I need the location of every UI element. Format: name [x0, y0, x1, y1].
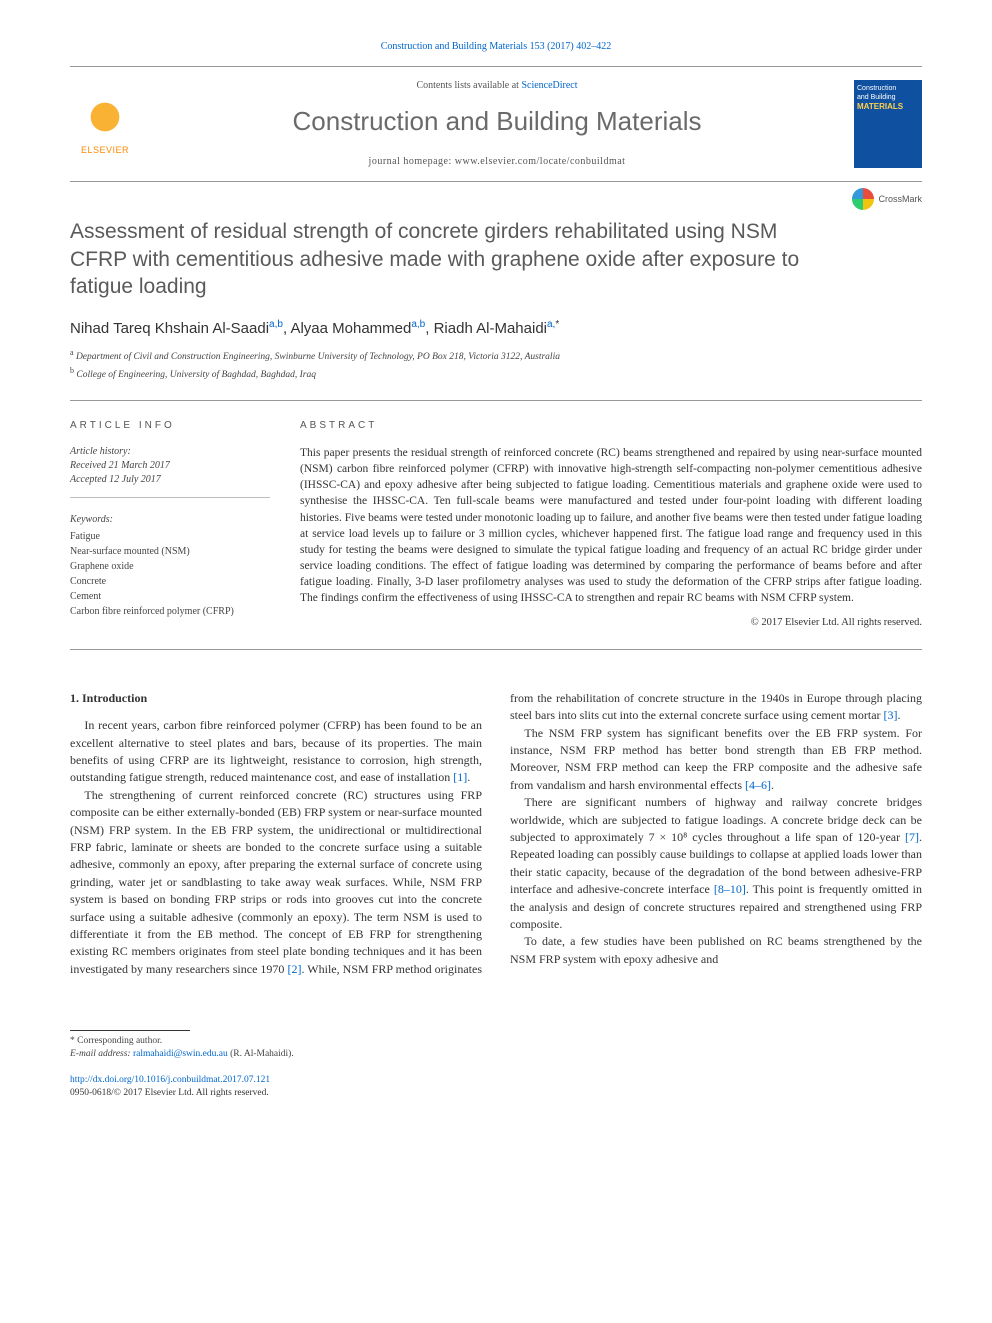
p2a-text: The strengthening of current reinforced …: [70, 788, 482, 976]
authors-line: Nihad Tareq Khshain Al-Saadia,b, Alyaa M…: [70, 318, 922, 339]
section-1-heading: 1. Introduction: [70, 690, 482, 707]
keyword-item: Cement: [70, 589, 270, 604]
keyword-item: Carbon fibre reinforced polymer (CFRP): [70, 604, 270, 619]
p1-end: .: [467, 770, 470, 784]
email-person: (R. Al-Mahaidi).: [228, 1049, 294, 1059]
elsevier-label: ELSEVIER: [81, 144, 129, 157]
body-para-3: The NSM FRP system has significant benef…: [510, 725, 922, 795]
keyword-item: Graphene oxide: [70, 559, 270, 574]
keywords-block: Keywords: Fatigue Near-surface mounted (…: [70, 512, 270, 619]
crossmark-widget[interactable]: CrossMark: [852, 188, 922, 210]
article-title: Assessment of residual strength of concr…: [70, 218, 830, 300]
author-1-aff: a,b: [269, 319, 283, 330]
citation-4-6[interactable]: [4–6]: [745, 778, 771, 792]
elsevier-logo[interactable]: ELSEVIER: [70, 84, 140, 164]
history-label: Article history:: [70, 445, 270, 459]
history-accepted: Accepted 12 July 2017: [70, 473, 270, 487]
aff-b-sup: b: [70, 366, 74, 375]
abstract-column: ABSTRACT This paper presents the residua…: [300, 401, 922, 631]
journal-header: ELSEVIER Contents lists available at Sci…: [70, 66, 922, 182]
journal-title: Construction and Building Materials: [158, 103, 836, 139]
cover-line2: and Building: [857, 94, 919, 102]
issn-copyright: 0950-0618/© 2017 Elsevier Ltd. All right…: [70, 1087, 922, 1100]
aff-b-text: College of Engineering, University of Ba…: [76, 370, 316, 380]
citation-2[interactable]: [2]: [287, 962, 301, 976]
abstract-text: This paper presents the residual strengt…: [300, 445, 922, 606]
journal-cover-thumbnail[interactable]: Construction and Building MATERIALS: [854, 80, 922, 168]
affiliation-b: b College of Engineering, University of …: [70, 365, 922, 382]
footer-divider: [70, 1030, 190, 1031]
keywords-label: Keywords:: [70, 512, 270, 527]
journal-homepage: journal homepage: www.elsevier.com/locat…: [158, 155, 836, 169]
aff-a-sup: a: [70, 348, 74, 357]
crossmark-icon: [852, 188, 874, 210]
corresponding-star: *: [555, 319, 559, 330]
body-text: 1. Introduction In recent years, carbon …: [70, 690, 922, 978]
affiliation-a: a Department of Civil and Construction E…: [70, 347, 922, 364]
email-label: E-mail address:: [70, 1049, 133, 1059]
info-abstract-row: ARTICLE INFO Article history: Received 2…: [70, 401, 922, 650]
affiliations: a Department of Civil and Construction E…: [70, 347, 922, 382]
citation-8-10[interactable]: [8–10]: [714, 882, 746, 896]
keyword-item: Near-surface mounted (NSM): [70, 544, 270, 559]
author-3[interactable]: Riadh Al-Mahaidi: [434, 320, 547, 337]
article-info-heading: ARTICLE INFO: [70, 419, 270, 433]
p4a-text: There are significant numbers of highway…: [510, 795, 922, 844]
corresponding-author-label: * Corresponding author.: [70, 1035, 922, 1048]
doi-block: http://dx.doi.org/10.1016/j.conbuildmat.…: [70, 1074, 922, 1101]
corresponding-email[interactable]: ralmahaidi@swin.edu.au: [133, 1049, 228, 1059]
keyword-item: Fatigue: [70, 529, 270, 544]
header-center: Contents lists available at ScienceDirec…: [158, 79, 836, 169]
p3a-text: The NSM FRP system has significant benef…: [510, 726, 922, 792]
keyword-item: Concrete: [70, 574, 270, 589]
doi-link[interactable]: http://dx.doi.org/10.1016/j.conbuildmat.…: [70, 1075, 270, 1085]
citation-7[interactable]: [7]: [905, 830, 919, 844]
author-1[interactable]: Nihad Tareq Khshain Al-Saadi: [70, 320, 269, 337]
crossmark-label: CrossMark: [878, 193, 922, 206]
cover-line1: Construction: [857, 85, 919, 93]
contents-available: Contents lists available at ScienceDirec…: [158, 79, 836, 93]
sciencedirect-link[interactable]: ScienceDirect: [521, 80, 577, 91]
author-2-aff: a,b: [411, 319, 425, 330]
citation-3[interactable]: [3]: [884, 708, 898, 722]
corresponding-email-line: E-mail address: ralmahaidi@swin.edu.au (…: [70, 1048, 922, 1061]
p1-text: In recent years, carbon fibre reinforced…: [70, 718, 482, 784]
body-para-1: In recent years, carbon fibre reinforced…: [70, 717, 482, 787]
body-para-4: There are significant numbers of highway…: [510, 794, 922, 933]
author-2[interactable]: Alyaa Mohammed: [290, 320, 411, 337]
citation-1[interactable]: [1]: [453, 770, 467, 784]
cover-line3: MATERIALS: [857, 102, 919, 112]
aff-a-text: Department of Civil and Construction Eng…: [76, 352, 560, 362]
body-para-5: To date, a few studies have been publish…: [510, 933, 922, 968]
citation-line: Construction and Building Materials 153 …: [70, 40, 922, 54]
citation-link[interactable]: Construction and Building Materials 153 …: [381, 41, 612, 52]
contents-available-prefix: Contents lists available at: [416, 80, 521, 91]
p2-end: .: [898, 708, 901, 722]
elsevier-tree-icon: [80, 92, 130, 142]
abstract-heading: ABSTRACT: [300, 419, 922, 433]
footer-correspondence: * Corresponding author. E-mail address: …: [70, 1030, 922, 1062]
sep2: ,: [425, 320, 433, 337]
p3-end: .: [771, 778, 774, 792]
article-info-column: ARTICLE INFO Article history: Received 2…: [70, 401, 270, 631]
article-history: Article history: Received 21 March 2017 …: [70, 445, 270, 498]
abstract-copyright: © 2017 Elsevier Ltd. All rights reserved…: [300, 616, 922, 631]
history-received: Received 21 March 2017: [70, 459, 270, 473]
